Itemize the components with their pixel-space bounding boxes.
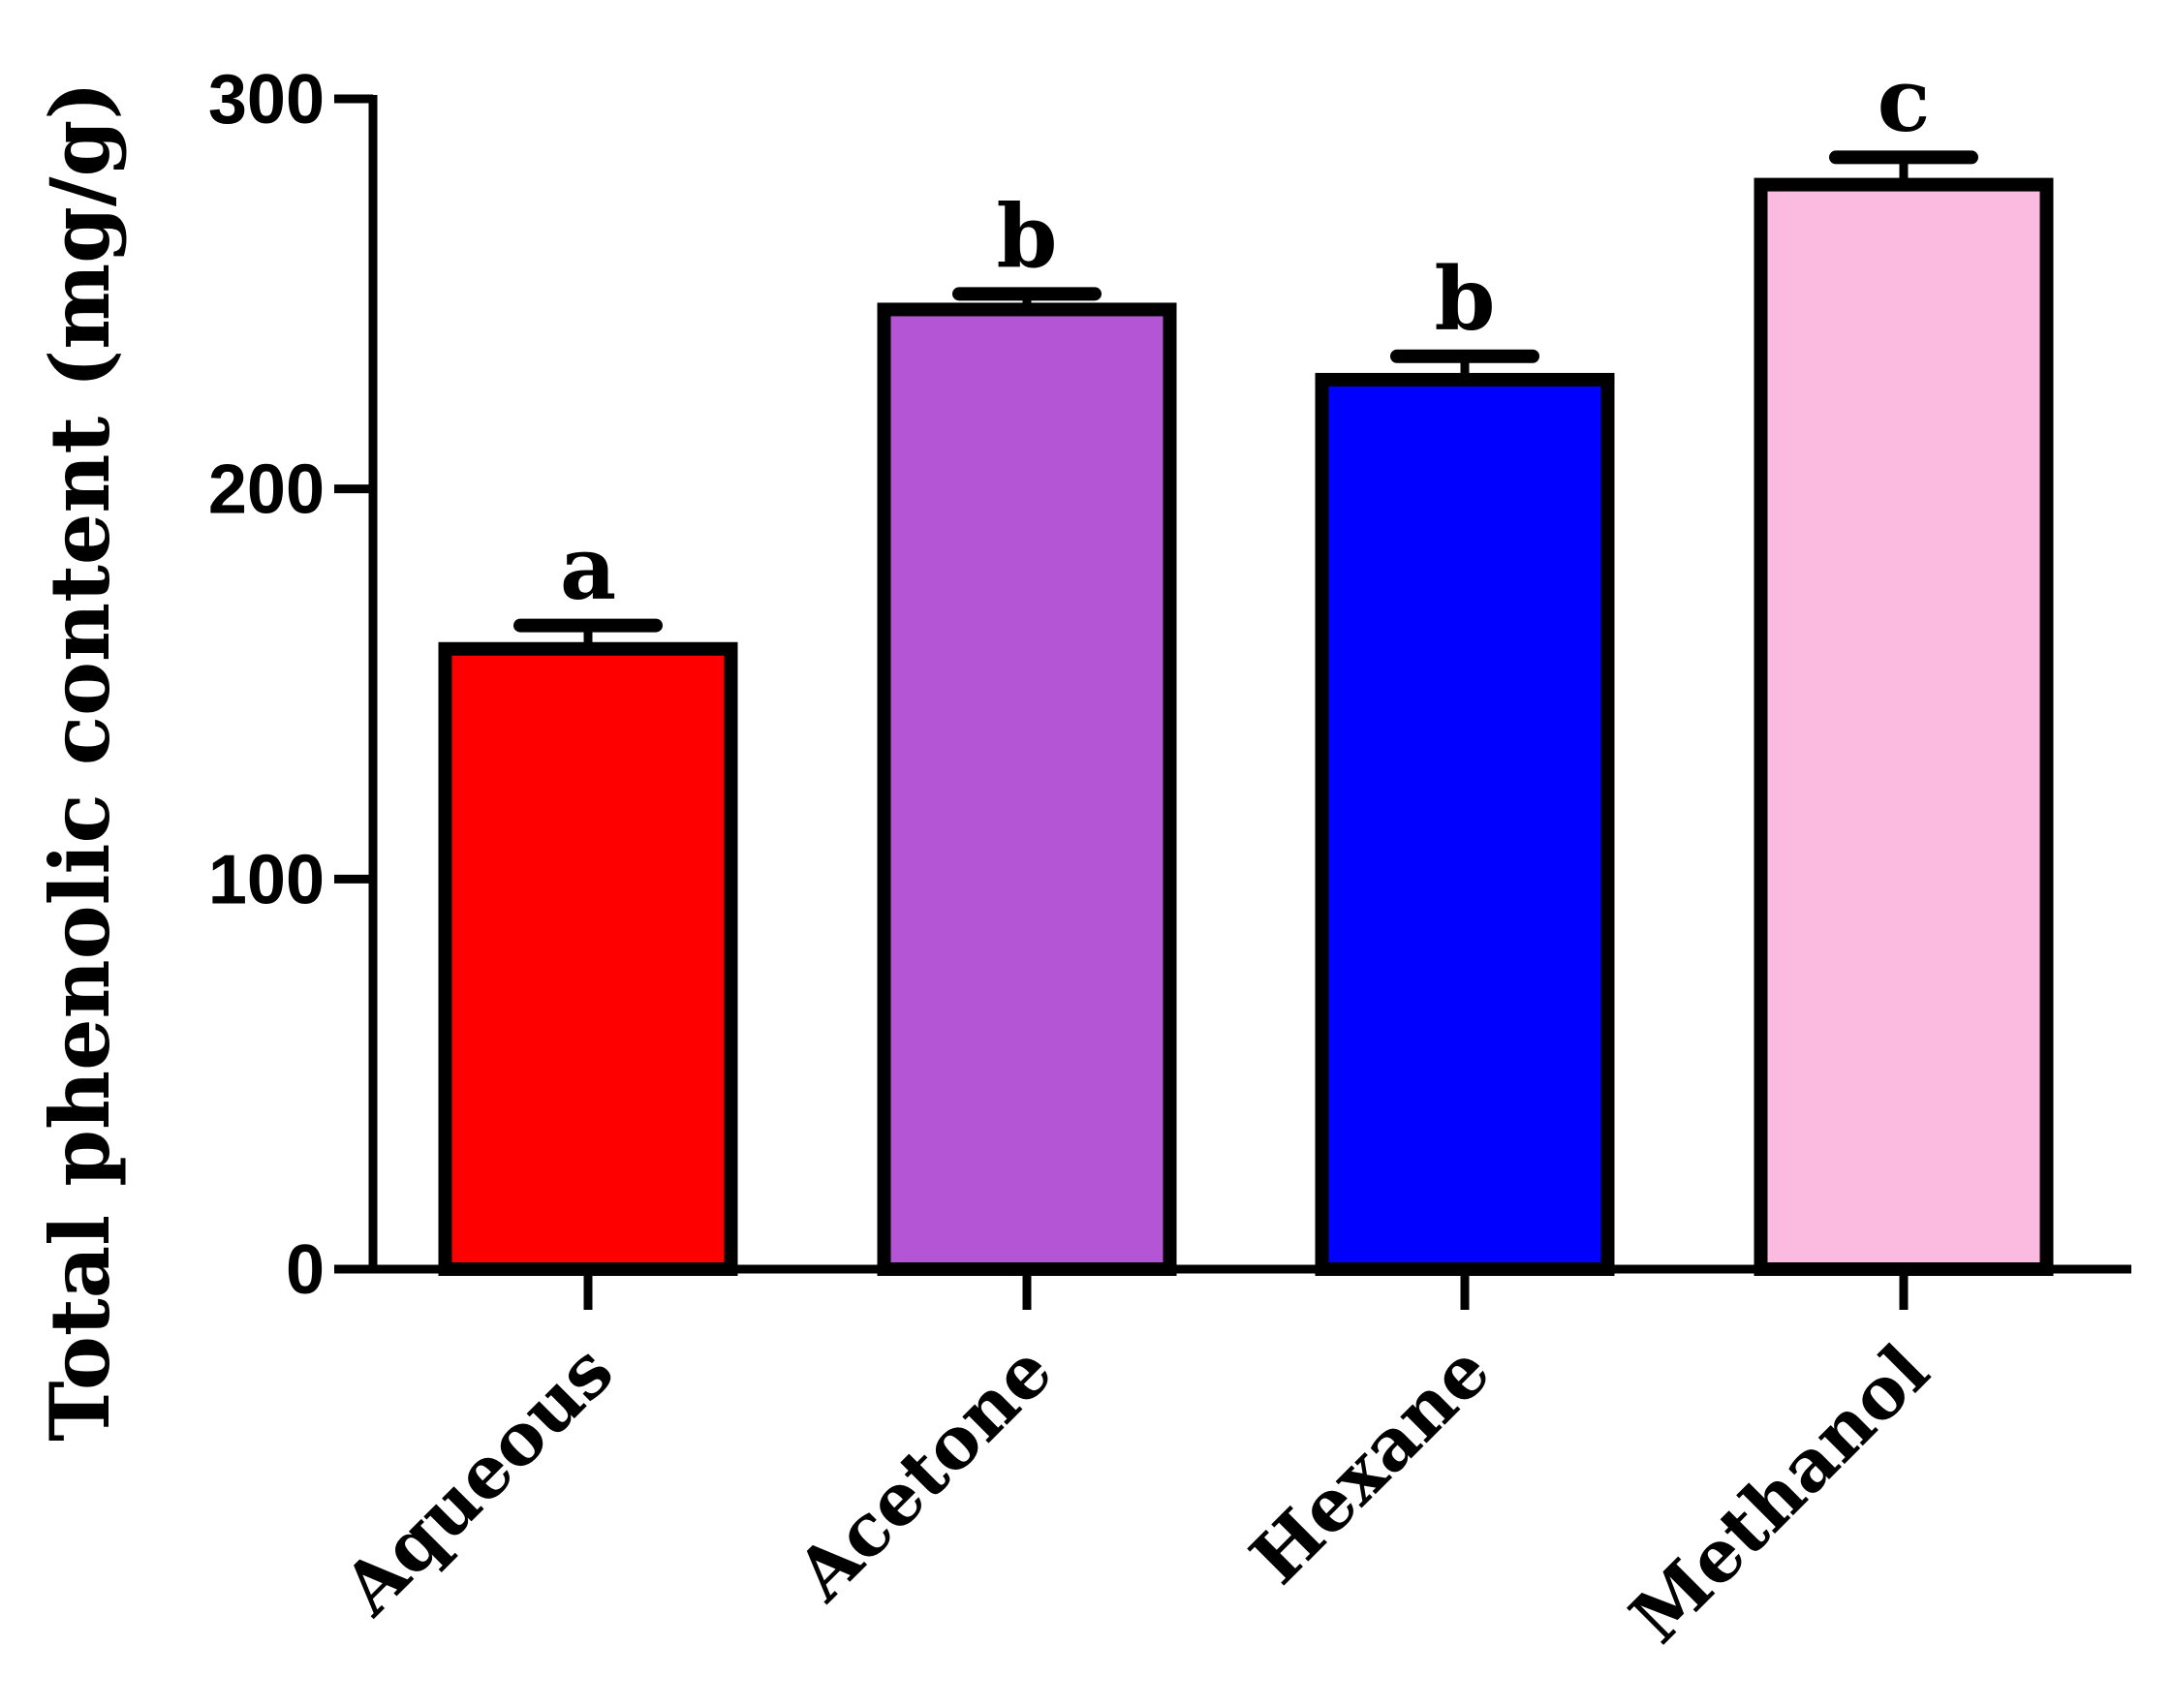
y-tick-label: 0 bbox=[286, 1231, 325, 1309]
y-ticks: 0 100 200 300 bbox=[208, 61, 373, 1309]
bar-hexane bbox=[1315, 372, 1615, 1277]
y-tick-label: 200 bbox=[208, 451, 325, 529]
x-tick-label: Aqueous bbox=[326, 1329, 629, 1631]
x-tick-label: Hexane bbox=[1235, 1329, 1506, 1600]
x-tick-label: Acetone bbox=[780, 1329, 1069, 1618]
bar-methanol bbox=[1754, 177, 2054, 1276]
bar-acetone bbox=[877, 302, 1177, 1276]
y-axis-label: Total phenolic content (mg/g) bbox=[32, 81, 128, 1442]
bars: a b b c bbox=[438, 48, 2054, 1277]
significance-letter: a bbox=[560, 517, 616, 620]
y-tick-label: 100 bbox=[208, 841, 325, 918]
y-tick-label: 300 bbox=[208, 61, 325, 139]
significance-letter: b bbox=[997, 185, 1058, 288]
bar-aqueous bbox=[438, 641, 738, 1276]
significance-letter: c bbox=[1878, 48, 1931, 151]
x-tick-label: Methanol bbox=[1615, 1329, 1945, 1660]
significance-letter: b bbox=[1435, 248, 1496, 351]
x-ticks: Aqueous Acetone Hexane Methanol bbox=[326, 1269, 1945, 1660]
